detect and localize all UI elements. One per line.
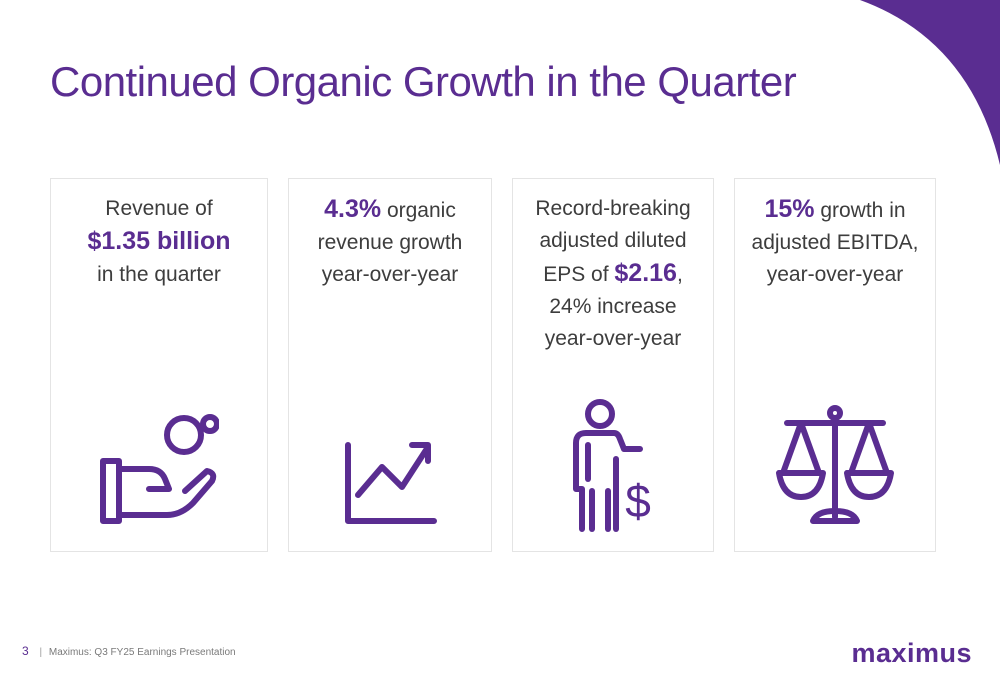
- organic-growth-line-1: organic: [381, 199, 456, 222]
- eps-line-3-pre: EPS of: [543, 263, 615, 286]
- ebitda-line-3: year-over-year: [766, 263, 904, 286]
- footer-text: Maximus: Q3 FY25 Earnings Presentation: [48, 647, 236, 658]
- ebitda-text: 15% growth in adjusted EBITDA, year-over…: [735, 193, 935, 291]
- svg-text:$: $: [625, 475, 651, 527]
- page-number: 3: [22, 644, 29, 658]
- eps-line-3-post: ,: [676, 263, 683, 286]
- revenue-line-3: in the quarter: [97, 263, 221, 286]
- person-dollar-icon: $: [573, 399, 651, 532]
- corner-decoration: [860, 0, 1000, 165]
- slide-title: Continued Organic Growth in the Quarter: [50, 58, 797, 105]
- organic-growth-text: 4.3% organic revenue growth year-over-ye…: [289, 193, 491, 291]
- organic-growth-card: 4.3% organic revenue growth year-over-ye…: [288, 178, 492, 552]
- balance-scale-icon: [776, 405, 894, 524]
- footer-separator: |: [39, 647, 43, 658]
- maximus-logo: maximus: [851, 638, 972, 668]
- eps-text: Record-breaking adjusted diluted EPS of …: [513, 193, 713, 355]
- eps-card: Record-breaking adjusted diluted EPS of …: [512, 178, 714, 552]
- footer: 3 | Maximus: Q3 FY25 Earnings Presentati…: [22, 644, 236, 658]
- ebitda-highlight: 15%: [764, 195, 815, 223]
- ebitda-line-1: growth in: [814, 199, 906, 222]
- revenue-card: Revenue of $1.35 billion in the quarter: [50, 178, 268, 552]
- ebitda-card: 15% growth in adjusted EBITDA, year-over…: [734, 178, 936, 552]
- revenue-highlight: $1.35 billion: [87, 227, 231, 255]
- organic-growth-line-2: revenue growth: [317, 231, 463, 254]
- revenue-line-1: Revenue of: [105, 197, 213, 220]
- eps-line-2: adjusted diluted: [539, 229, 687, 252]
- eps-highlight: $2.16: [614, 259, 677, 287]
- line-chart-up-icon: [345, 442, 437, 524]
- organic-growth-highlight: 4.3%: [324, 195, 382, 223]
- eps-line-1: Record-breaking: [535, 197, 691, 220]
- revenue-text: Revenue of $1.35 billion in the quarter: [51, 193, 267, 291]
- organic-growth-line-3: year-over-year: [321, 263, 459, 286]
- ebitda-line-2: adjusted EBITDA,: [751, 231, 919, 254]
- hand-coins-icon: [100, 414, 219, 524]
- eps-line-4: 24% increase: [549, 295, 677, 318]
- eps-line-5: year-over-year: [544, 327, 682, 350]
